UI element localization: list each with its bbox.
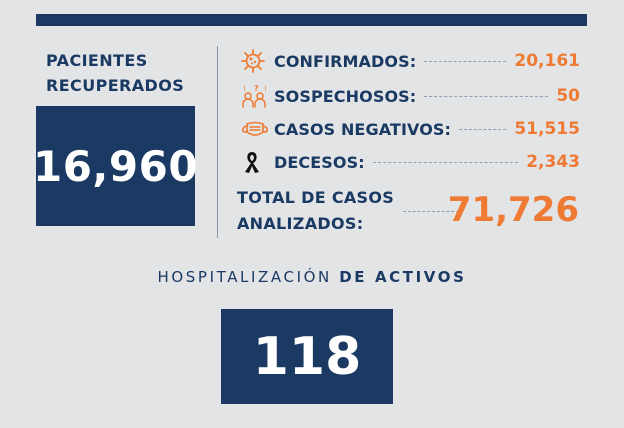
negative-label: CASOS NEGATIVOS:: [274, 119, 452, 139]
dashed-leader: [403, 211, 459, 212]
suspects-label: SOSPECHOSOS:: [274, 86, 417, 106]
deaths-value: 2,343: [526, 152, 580, 172]
svg-text:!: !: [243, 85, 246, 93]
hospitalization-title-regular: HOSPITALIZACIÓN: [157, 268, 332, 286]
mourning-ribbon-icon: [240, 148, 274, 176]
hospitalization-title: HOSPITALIZACIÓN DE ACTIVOS: [0, 268, 624, 286]
stat-row-suspects: ? ! ! SOSPECHOSOS: 50: [240, 82, 580, 110]
recovered-value: 16,960: [32, 141, 199, 191]
stat-row-deaths: DECESOS: 2,343: [240, 148, 580, 176]
stat-row-negative: CASOS NEGATIVOS: 51,515: [240, 115, 580, 143]
svg-text:?: ?: [254, 84, 259, 93]
hospitalization-title-bold: DE ACTIVOS: [339, 268, 467, 286]
recovered-label: PACIENTES RECUPERADOS: [46, 48, 184, 98]
total-label: TOTAL DE CASOS ANALIZADOS:: [237, 185, 394, 237]
total-label-line2: ANALIZADOS:: [237, 214, 364, 233]
confirmed-label: CONFIRMADOS:: [274, 51, 417, 71]
svg-text:!: !: [264, 85, 267, 93]
deaths-label: DECESOS:: [274, 152, 365, 172]
suspects-value: 50: [556, 86, 580, 106]
dashed-leader: [372, 161, 519, 163]
total-label-line1: TOTAL DE CASOS: [237, 188, 395, 207]
recovered-box: 16,960: [32, 106, 199, 226]
virus-icon: [240, 47, 274, 75]
face-mask-icon: [240, 115, 274, 143]
vertical-divider: [217, 46, 218, 238]
stat-row-confirmed: CONFIRMADOS: 20,161: [240, 47, 580, 75]
recovered-label-line1: PACIENTES: [46, 51, 148, 70]
suspects-icon: ? ! !: [240, 82, 274, 110]
hospitalization-box: 118: [221, 309, 393, 404]
negative-value: 51,515: [514, 119, 580, 139]
dashed-leader: [424, 95, 549, 97]
total-value: 71,726: [447, 190, 579, 230]
top-bar: [36, 14, 587, 26]
dashed-leader: [459, 128, 507, 130]
hospitalization-value: 118: [252, 326, 362, 387]
confirmed-value: 20,161: [514, 51, 580, 71]
dashed-leader: [424, 60, 507, 62]
recovered-label-line2: RECUPERADOS: [46, 76, 185, 95]
